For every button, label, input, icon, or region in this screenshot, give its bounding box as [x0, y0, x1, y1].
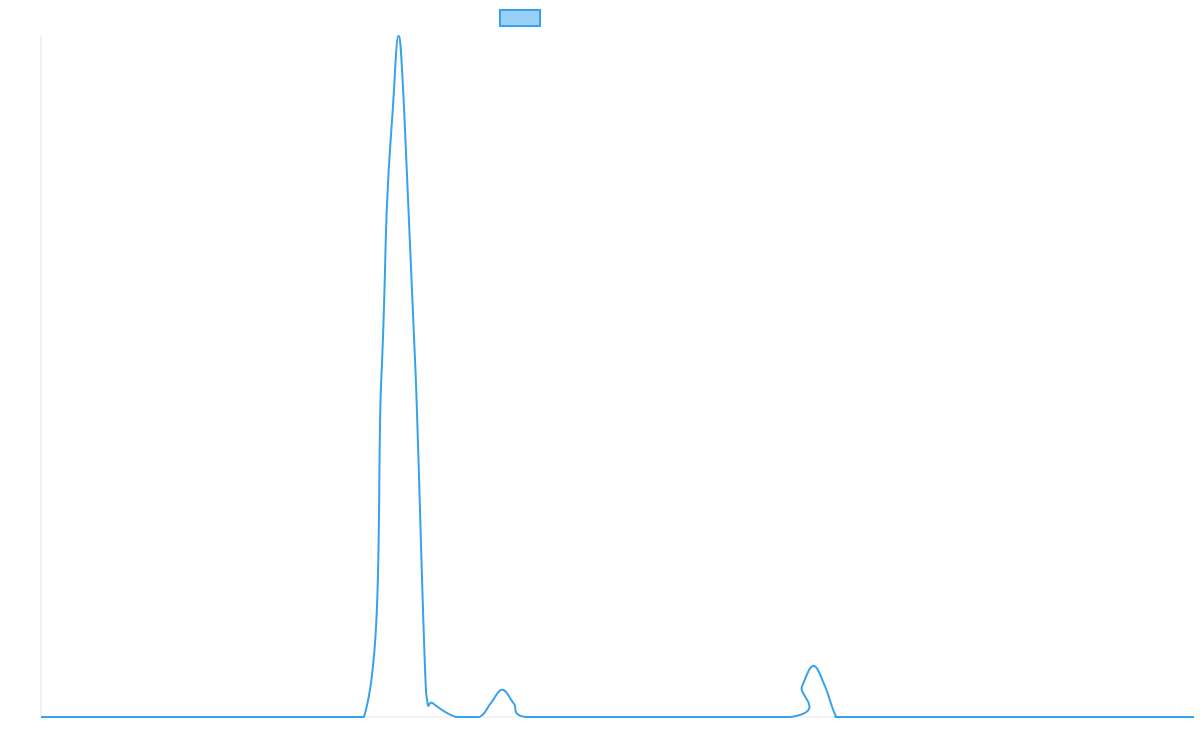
axes	[40, 36, 1194, 718]
series-layer	[40, 35, 1194, 719]
legend[interactable]	[499, 9, 541, 27]
legend-swatch[interactable]	[499, 9, 541, 27]
series-line-0[interactable]	[40, 35, 1194, 719]
